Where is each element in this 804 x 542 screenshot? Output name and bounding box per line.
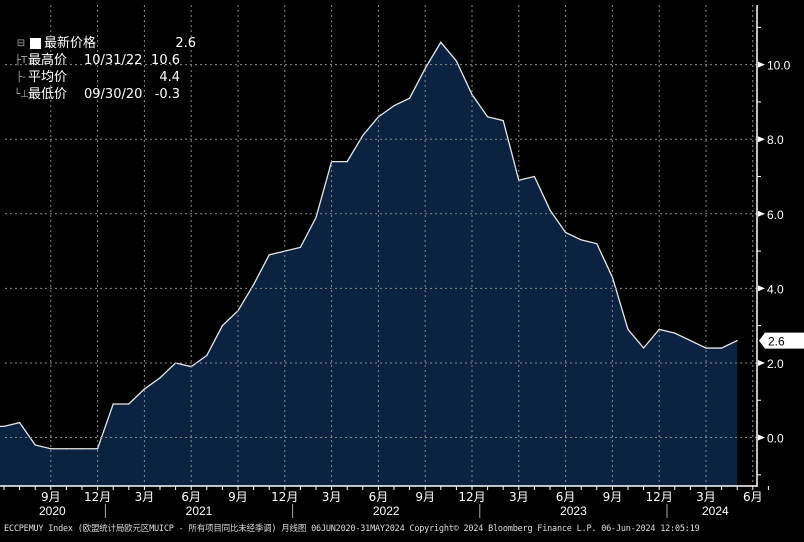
legend-value: -0.3: [154, 87, 180, 102]
data-point: [689, 339, 692, 342]
x-tick-label: 6月: [369, 490, 389, 504]
legend: ⊟ 最新价格 2.6 ├T 最高价 10/31/22 10.6 ├- 平均价 4…: [14, 35, 196, 103]
x-tick-label: 3月: [696, 490, 716, 504]
x-tick-label: 6月: [181, 490, 201, 504]
data-point: [424, 67, 426, 69]
average-marker-icon: ├-: [16, 72, 26, 83]
x-tick-label: 3月: [135, 490, 155, 504]
data-point: [206, 354, 208, 357]
legend-row-avg: ├- 平均价 4.4: [14, 69, 196, 86]
data-point: [34, 444, 36, 446]
y-tick-marker: [758, 359, 765, 366]
data-point: [627, 328, 629, 330]
y-tick-marker: [758, 210, 765, 217]
x-tick-label: 6月: [743, 490, 763, 504]
legend-row-high: ├T 最高价 10/31/22 10.6: [14, 52, 196, 69]
x-tick-label: 12月: [646, 490, 673, 504]
y-tick-label: 8.0: [767, 133, 784, 147]
data-point: [409, 97, 411, 99]
data-point: [50, 448, 52, 450]
x-tick-label: 12月: [271, 490, 298, 504]
y-tick-marker: [758, 285, 765, 292]
x-tick-label: 3月: [509, 490, 529, 504]
data-point: [315, 216, 317, 219]
x-tick-label: 9月: [228, 490, 248, 504]
x-tick-label: 12月: [84, 490, 111, 504]
legend-value: 2.6: [175, 36, 196, 51]
data-point: [97, 448, 99, 450]
data-point: [393, 105, 395, 107]
y-tick-label: 0.0: [767, 432, 784, 446]
high-marker-icon: ├T: [14, 55, 28, 66]
data-point: [19, 422, 21, 424]
legend-label: 最高价: [28, 53, 68, 68]
footer-caption: ECCPEMUY Index (欧盟统计局欧元区MUICP - 所有项目同比未经…: [4, 524, 700, 534]
data-point: [112, 403, 114, 405]
legend-value: 4.4: [159, 70, 180, 85]
data-point: [674, 332, 676, 334]
data-point: [565, 231, 567, 234]
legend-row-low: └⊥ 最低价 09/30/20 -0.3: [14, 86, 196, 103]
y-tick-label: 2.0: [767, 357, 784, 371]
data-point: [658, 328, 660, 330]
data-point: [596, 243, 598, 245]
collapse-icon[interactable]: ⊟: [16, 38, 26, 49]
y-tick-label: 10.0: [767, 59, 791, 73]
y-tick-label: 6.0: [767, 208, 784, 222]
data-point: [65, 448, 67, 450]
legend-value: 10.6: [151, 53, 180, 68]
y-tick-marker: [758, 434, 765, 441]
square-icon: [30, 38, 41, 49]
low-marker-icon: └⊥: [14, 89, 29, 100]
data-point: [362, 134, 364, 137]
y-tick-label: 4.0: [767, 282, 784, 296]
data-point: [346, 161, 348, 163]
data-point: [221, 325, 223, 327]
y-tick-marker: [758, 136, 765, 143]
data-point: [128, 403, 130, 405]
data-point: [253, 284, 255, 286]
data-point: [502, 119, 504, 122]
data-point: [721, 347, 723, 349]
last-value-label: 2.6: [768, 335, 785, 349]
x-year-label: 2024: [702, 504, 729, 518]
data-point: [81, 448, 83, 450]
x-tick-label: 6月: [556, 490, 576, 504]
legend-label: 最低价: [28, 87, 68, 102]
legend-row-last: ⊟ 最新价格 2.6: [14, 35, 196, 52]
x-tick-label: 9月: [415, 490, 435, 504]
data-point: [549, 209, 551, 211]
data-point: [455, 60, 457, 62]
x-tick-label: 3月: [322, 490, 342, 504]
data-point: [487, 116, 489, 118]
legend-date: 10/31/22: [84, 53, 143, 68]
x-tick-label: 12月: [458, 490, 485, 504]
x-year-label: 2021: [186, 504, 213, 518]
legend-label: 最新价格: [44, 36, 97, 51]
x-tick-label: 9月: [603, 490, 623, 504]
data-point: [159, 377, 161, 379]
last-value-tag: [759, 332, 804, 349]
x-year-label: 2023: [560, 504, 587, 518]
legend-date: 09/30/20: [84, 87, 143, 102]
area-fill: [0, 42, 738, 486]
data-point: [705, 347, 707, 349]
x-year-label: 2022: [373, 504, 400, 518]
data-point: [580, 239, 582, 241]
data-point: [643, 347, 645, 349]
x-year-label: 2020: [39, 504, 66, 518]
legend-label: 平均价: [28, 70, 68, 85]
y-tick-marker: [758, 61, 765, 68]
data-point: [440, 41, 442, 43]
data-point: [268, 254, 270, 256]
data-point: [736, 339, 738, 342]
data-point: [143, 388, 145, 390]
x-tick-label: 9月: [41, 490, 61, 504]
data-point: [3, 425, 5, 427]
data-point: [299, 246, 301, 248]
data-point: [533, 175, 536, 178]
data-point: [471, 93, 473, 96]
